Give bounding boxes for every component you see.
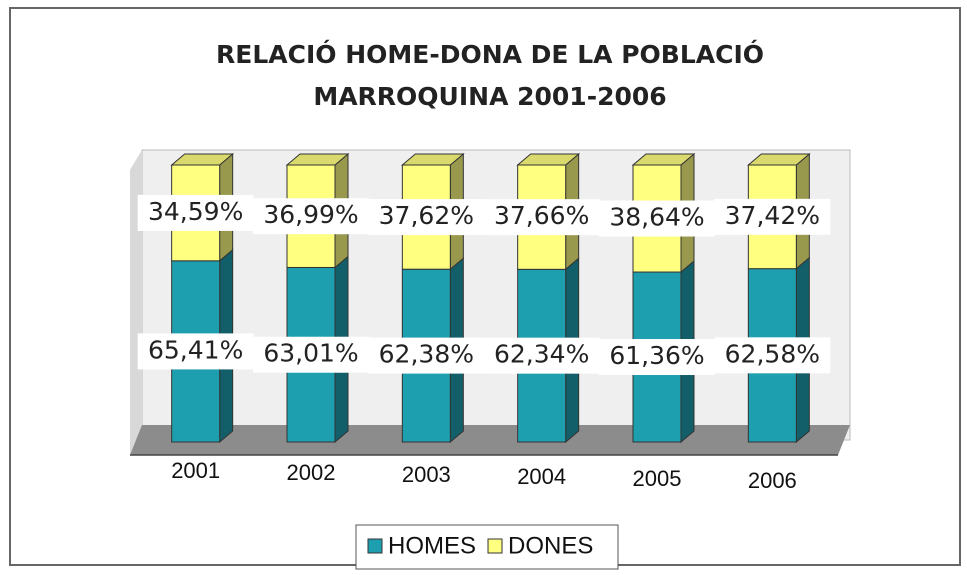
data-label: 37,66% (494, 201, 589, 230)
label-bg (599, 339, 715, 376)
bar-top (746, 153, 811, 166)
label-bg (253, 336, 369, 373)
floor (130, 425, 850, 455)
bar-top (170, 153, 235, 166)
x-tick-label: 2005 (633, 466, 682, 491)
data-label: 34,59% (148, 197, 243, 226)
data-label: 36,99% (263, 200, 358, 229)
x-tick-label: 2002 (287, 460, 336, 485)
x-tick-label: 2006 (748, 468, 797, 493)
data-label: 37,62% (379, 201, 474, 230)
legend-swatch (487, 538, 503, 554)
label-bg (137, 194, 254, 231)
label-bg (483, 337, 600, 374)
bar-top (516, 153, 581, 166)
x-tick-label: 2001 (171, 458, 220, 483)
x-tick-label: 2004 (517, 464, 566, 489)
data-label: 62,58% (725, 339, 820, 368)
back-wall (141, 149, 851, 441)
label-bg (368, 337, 485, 374)
label-bg (368, 199, 485, 236)
data-label: 65,41% (148, 335, 243, 364)
legend-label: DONES (508, 532, 593, 559)
label-bg (599, 200, 715, 237)
legend-swatch (367, 538, 383, 554)
data-label: 63,01% (263, 339, 358, 368)
label-bg (714, 337, 831, 374)
data-label: 62,38% (379, 340, 474, 369)
x-tick-label: 2003 (402, 462, 451, 487)
bar-top (285, 153, 350, 166)
legend-label: HOMES (388, 532, 476, 559)
data-label: 38,64% (609, 203, 704, 232)
label-bg (253, 198, 369, 235)
bar-top (400, 153, 465, 166)
data-label: 61,36% (609, 341, 704, 370)
label-bg (483, 199, 600, 236)
label-bg (137, 333, 254, 370)
data-label: 37,42% (725, 201, 820, 230)
chart-title: RELACIÓ HOME-DONA DE LA POBLACIÓ MARROQU… (215, 40, 765, 111)
bar-top (631, 153, 696, 166)
legend-box (355, 524, 619, 570)
data-label: 62,34% (494, 340, 589, 369)
label-bg (714, 198, 831, 235)
